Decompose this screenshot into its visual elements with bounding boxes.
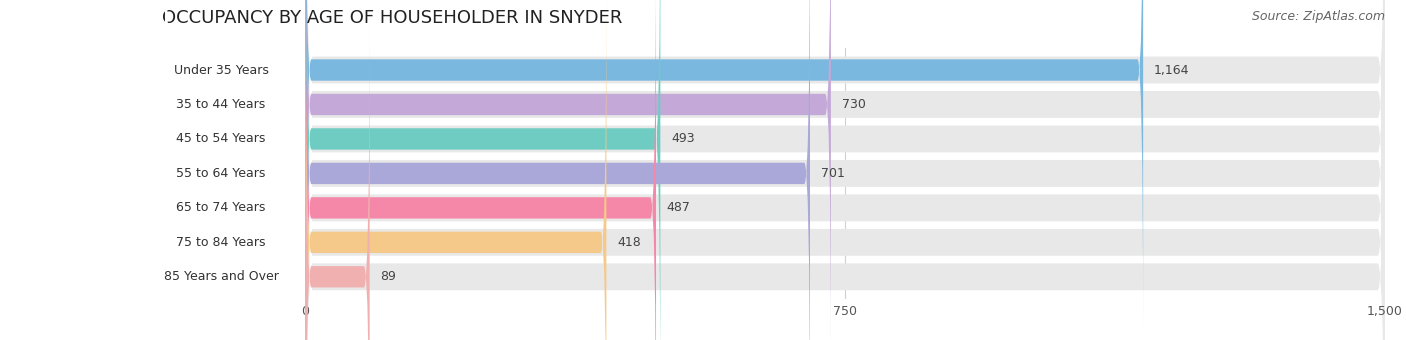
FancyBboxPatch shape bbox=[305, 0, 606, 340]
FancyBboxPatch shape bbox=[305, 0, 1385, 340]
FancyBboxPatch shape bbox=[305, 0, 1385, 340]
FancyBboxPatch shape bbox=[305, 12, 370, 340]
Text: Source: ZipAtlas.com: Source: ZipAtlas.com bbox=[1251, 10, 1385, 23]
Text: 493: 493 bbox=[671, 133, 695, 146]
FancyBboxPatch shape bbox=[166, 0, 277, 340]
Text: 85 Years and Over: 85 Years and Over bbox=[163, 270, 278, 283]
Text: 89: 89 bbox=[381, 270, 396, 283]
Text: OCCUPANCY BY AGE OF HOUSEHOLDER IN SNYDER: OCCUPANCY BY AGE OF HOUSEHOLDER IN SNYDE… bbox=[162, 10, 621, 28]
FancyBboxPatch shape bbox=[166, 0, 277, 340]
Text: 418: 418 bbox=[617, 236, 641, 249]
Text: Under 35 Years: Under 35 Years bbox=[173, 64, 269, 76]
FancyBboxPatch shape bbox=[166, 0, 277, 340]
FancyBboxPatch shape bbox=[166, 0, 277, 340]
FancyBboxPatch shape bbox=[305, 0, 1385, 340]
Text: 55 to 64 Years: 55 to 64 Years bbox=[176, 167, 266, 180]
FancyBboxPatch shape bbox=[166, 0, 277, 340]
Text: 45 to 54 Years: 45 to 54 Years bbox=[176, 133, 266, 146]
Text: 35 to 44 Years: 35 to 44 Years bbox=[176, 98, 266, 111]
FancyBboxPatch shape bbox=[305, 0, 1385, 340]
FancyBboxPatch shape bbox=[305, 0, 1385, 340]
FancyBboxPatch shape bbox=[305, 0, 1385, 340]
FancyBboxPatch shape bbox=[305, 0, 657, 340]
FancyBboxPatch shape bbox=[166, 0, 277, 340]
FancyBboxPatch shape bbox=[305, 0, 661, 340]
Text: 1,164: 1,164 bbox=[1154, 64, 1189, 76]
Text: 75 to 84 Years: 75 to 84 Years bbox=[176, 236, 266, 249]
FancyBboxPatch shape bbox=[166, 0, 277, 340]
Text: 487: 487 bbox=[666, 201, 690, 214]
Text: 701: 701 bbox=[821, 167, 845, 180]
FancyBboxPatch shape bbox=[305, 0, 831, 340]
Text: 730: 730 bbox=[842, 98, 866, 111]
FancyBboxPatch shape bbox=[305, 0, 810, 340]
Text: 65 to 74 Years: 65 to 74 Years bbox=[176, 201, 266, 214]
FancyBboxPatch shape bbox=[305, 0, 1143, 335]
FancyBboxPatch shape bbox=[305, 0, 1385, 340]
